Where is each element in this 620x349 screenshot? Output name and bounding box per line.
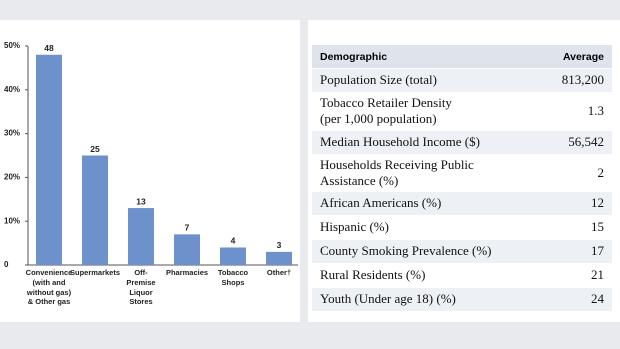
table-row: Rural Residents (%) 21 xyxy=(312,263,612,288)
average-cell: 12 xyxy=(540,191,612,216)
bar xyxy=(220,247,246,265)
table-row: Youth (Under age 18) (%) 24 xyxy=(312,287,612,311)
value-label: 7 xyxy=(185,223,190,233)
header-row: Demographic Average xyxy=(312,45,612,69)
y-tick-label: 0 xyxy=(4,260,9,269)
average-cell: 1.3 xyxy=(540,92,612,130)
value-label: 4 xyxy=(231,236,236,246)
x-tick-label: Supermarkets xyxy=(70,268,121,277)
x-tick-label: Other† xyxy=(266,268,292,277)
header-cell: Demographic xyxy=(312,45,541,69)
table-row: Hispanic (%) 15 xyxy=(312,215,612,240)
bar xyxy=(266,251,292,265)
table-row: African Americans (%) 12 xyxy=(312,191,612,216)
demographic-cell: Hispanic (%) xyxy=(312,215,541,240)
table-row: Population Size (total) 813,200 xyxy=(312,68,612,93)
table-row: County Smoking Prevalence (%) 17 xyxy=(312,239,612,264)
average-cell: 15 xyxy=(540,215,612,240)
average-cell: 17 xyxy=(540,239,612,264)
demographic-cell: Median Household Income ($) xyxy=(312,129,541,154)
table-row: Median Household Income ($) 56,542 xyxy=(312,129,612,154)
average-cell: 24 xyxy=(540,287,612,311)
y-tick-label: 20% xyxy=(4,173,20,182)
demographic-cell: Tobacco Retailer Density (per 1,000 popu… xyxy=(312,92,541,130)
average-cell: 21 xyxy=(540,263,612,288)
demographic-cell: Households Receiving Public Assistance (… xyxy=(312,153,541,192)
y-tick-label: 30% xyxy=(4,129,20,138)
demographic-cell: African Americans (%) xyxy=(312,191,541,216)
bar xyxy=(36,54,62,266)
value-label: 25 xyxy=(90,144,100,154)
demographics-table: Demographic Average Population Size (tot… xyxy=(312,45,612,311)
demographic-cell: Rural Residents (%) xyxy=(312,263,541,288)
table-row: Tobacco Retailer Density (per 1,000 popu… xyxy=(312,92,612,130)
bar xyxy=(128,208,154,265)
demographic-cell: County Smoking Prevalence (%) xyxy=(312,239,541,264)
x-tick-label: Convenience (with and without gas) & Oth… xyxy=(25,268,73,307)
y-tick-label: 40% xyxy=(4,85,20,94)
y-tick-label: 50% xyxy=(4,41,20,50)
table-row: Households Receiving Public Assistance (… xyxy=(312,153,612,192)
value-label: 48 xyxy=(44,43,54,53)
y-tick-label: 10% xyxy=(4,216,20,225)
x-tick-label: Pharmacies xyxy=(165,268,209,277)
header-cell: Average xyxy=(540,45,612,69)
x-tick-label: Off- Premise Liquor Stores xyxy=(126,268,156,307)
bar xyxy=(82,155,108,265)
demographic-cell: Youth (Under age 18) (%) xyxy=(312,287,541,311)
average-cell: 813,200 xyxy=(540,68,612,93)
average-cell: 56,542 xyxy=(540,129,612,154)
bar xyxy=(174,234,200,265)
x-tick-label: Tobacco Shops xyxy=(217,268,249,287)
demographic-cell: Population Size (total) xyxy=(312,68,541,93)
average-cell: 2 xyxy=(540,153,612,192)
value-label: 3 xyxy=(277,240,282,250)
value-label: 13 xyxy=(136,196,146,206)
